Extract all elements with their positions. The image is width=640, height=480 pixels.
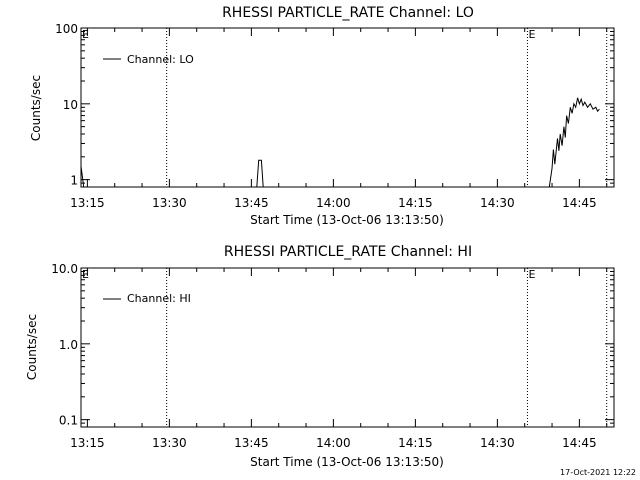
lo-series-line bbox=[256, 159, 264, 188]
hi-chart-title: RHESSI PARTICLE_RATE Channel: HI bbox=[224, 244, 472, 260]
lo-y-tick-label: 10 bbox=[63, 98, 78, 112]
hi-y-tick-label: 1.0 bbox=[59, 338, 78, 352]
timestamp: 17-Oct-2021 12:22 bbox=[560, 468, 636, 477]
hi-y-axis-label: Counts/sec bbox=[25, 314, 39, 380]
lo-x-axis-label: Start Time (13-Oct-06 13:13:50) bbox=[250, 213, 444, 227]
hi-x-axis-label: Start Time (13-Oct-06 13:13:50) bbox=[250, 455, 444, 469]
lo-plot-frame bbox=[80, 27, 615, 188]
hi-channel-panel: RHESSI PARTICLE_RATE Channel: HI Counts/… bbox=[25, 244, 615, 469]
hi-x-tick-label: 14:45 bbox=[562, 436, 597, 450]
hi-x-tick-label: 14:15 bbox=[398, 436, 433, 450]
lo-legend-label: Channel: LO bbox=[127, 53, 194, 66]
lo-event-marker: E bbox=[528, 28, 535, 41]
hi-y-tick-label: 0.1 bbox=[59, 414, 78, 428]
lo-x-tick-label: 13:30 bbox=[152, 196, 187, 210]
hi-x-tick-label: 14:00 bbox=[316, 436, 351, 450]
lo-y-tick-label: 1 bbox=[70, 174, 78, 188]
lo-x-tick-label: 14:15 bbox=[398, 196, 433, 210]
lo-y-axis-label: Counts/sec bbox=[29, 75, 43, 141]
hi-x-tick-label: 13:30 bbox=[152, 436, 187, 450]
lo-channel-panel: RHESSI PARTICLE_RATE Channel: LO Counts/… bbox=[29, 5, 615, 227]
hi-event-marker: E bbox=[82, 268, 89, 281]
hi-event-marker: E bbox=[528, 268, 535, 281]
lo-series-line bbox=[80, 166, 85, 188]
lo-chart-title: RHESSI PARTICLE_RATE Channel: LO bbox=[222, 5, 474, 21]
lo-event-marker: E bbox=[82, 28, 89, 41]
lo-y-tick-label: 100 bbox=[55, 22, 78, 36]
hi-x-tick-label: 13:45 bbox=[234, 436, 269, 450]
lo-series-line bbox=[548, 97, 600, 188]
hi-x-tick-label: 14:30 bbox=[480, 436, 515, 450]
lo-x-tick-label: 14:00 bbox=[316, 196, 351, 210]
hi-legend-label: Channel: HI bbox=[127, 292, 191, 305]
hi-y-tick-label: 10.0 bbox=[51, 262, 78, 276]
lo-x-tick-label: 13:15 bbox=[70, 196, 105, 210]
lo-x-tick-label: 14:30 bbox=[480, 196, 515, 210]
hi-x-tick-label: 13:15 bbox=[70, 436, 105, 450]
lo-x-tick-label: 14:45 bbox=[562, 196, 597, 210]
lo-x-tick-label: 13:45 bbox=[234, 196, 269, 210]
